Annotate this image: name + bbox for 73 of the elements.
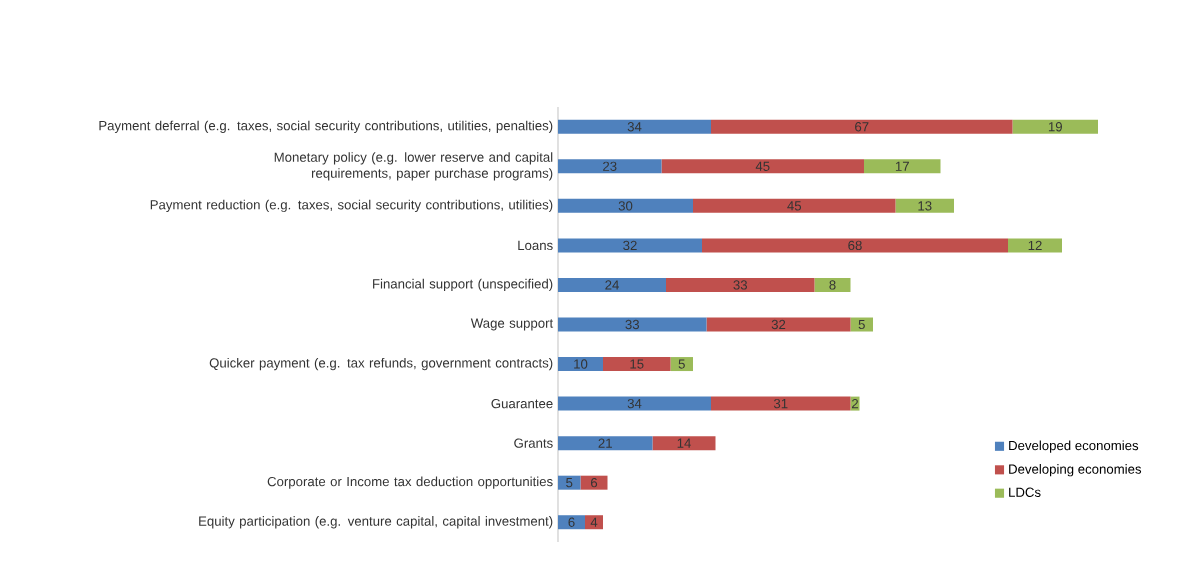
data-label: 8 <box>829 280 836 290</box>
y-tick-label: Guarantee <box>491 398 553 409</box>
y-tick-label: Loans <box>518 240 553 251</box>
bar <box>558 515 585 530</box>
data-label: 5 <box>858 319 865 330</box>
bar <box>895 198 954 213</box>
data-label: 10 <box>574 359 588 369</box>
data-label: 30 <box>618 201 633 211</box>
data-label: 32 <box>771 319 786 330</box>
bar <box>711 119 1013 134</box>
data-label: 14 <box>677 438 691 448</box>
bar <box>580 475 608 490</box>
data-label: 17 <box>895 161 909 171</box>
data-label: 6 <box>590 478 598 488</box>
data-label: 21 <box>598 438 612 448</box>
bar <box>864 159 941 174</box>
bar <box>693 198 896 213</box>
data-label: 68 <box>848 240 862 251</box>
data-label: 24 <box>605 280 619 290</box>
legend-label: LDCs <box>1009 487 1041 497</box>
data-label: 34 <box>627 398 642 409</box>
bar <box>558 198 693 213</box>
bar <box>652 436 716 451</box>
data-label: 15 <box>630 359 644 369</box>
data-label: 12 <box>1028 240 1042 251</box>
bar <box>603 357 671 372</box>
data-label: 5 <box>566 478 573 488</box>
y-tick-label: Quicker payment (e.g. tax refunds, government contracts) <box>209 357 553 371</box>
bar <box>702 238 1008 253</box>
bar <box>666 277 815 292</box>
y-tick-label: Payment deferral (e.g. taxes, social security contributions, utilities, penalties) <box>99 120 553 133</box>
data-label: 13 <box>918 201 932 211</box>
bar <box>558 436 653 451</box>
y-tick-label: Equity participation (e.g. venture capital, capital investment) <box>199 516 553 529</box>
y-tick-label: Monetary policy (e.g. lower reserve and capital requirements, paper purchase programs) <box>274 152 553 181</box>
data-label: 45 <box>755 161 770 171</box>
bar <box>558 475 581 490</box>
bar <box>558 238 702 253</box>
data-label: 4 <box>590 517 598 527</box>
bar <box>558 277 666 292</box>
data-label: 67 <box>855 122 869 132</box>
y-tick-label: Grants <box>514 438 553 448</box>
data-label: 32 <box>623 240 637 251</box>
bar <box>670 357 693 372</box>
bar <box>558 357 603 372</box>
bar <box>558 159 662 174</box>
bar <box>1008 238 1062 253</box>
y-tick-label: Financial support (unspecified) <box>373 278 553 292</box>
bar <box>1012 119 1098 134</box>
bar <box>661 159 864 174</box>
bar <box>814 277 851 292</box>
data-label: 23 <box>603 161 617 171</box>
data-label: 33 <box>733 280 748 290</box>
bar <box>585 515 603 530</box>
data-label: 45 <box>787 201 802 211</box>
bar <box>706 317 851 332</box>
legend-label: Developing economies <box>1009 464 1142 477</box>
y-tick-label: Corporate or Income tax deduction opportunities <box>267 476 553 489</box>
data-label: 34 <box>627 122 642 132</box>
bar <box>850 317 873 332</box>
legend-label: Developed economies <box>1009 440 1139 453</box>
data-label: 2 <box>851 398 859 409</box>
data-label: 31 <box>773 398 788 409</box>
data-label: 6 <box>568 517 575 527</box>
bar <box>558 119 711 134</box>
data-label: 5 <box>678 359 685 369</box>
y-tick-label: Payment reduction (e.g. taxes, social security contributions, utilities) <box>150 199 553 213</box>
data-label: 19 <box>1048 122 1062 132</box>
data-label: 33 <box>625 319 640 330</box>
bar <box>558 396 711 411</box>
bar <box>711 396 851 411</box>
y-tick-label: Wage support <box>470 318 554 331</box>
bar <box>558 317 707 332</box>
